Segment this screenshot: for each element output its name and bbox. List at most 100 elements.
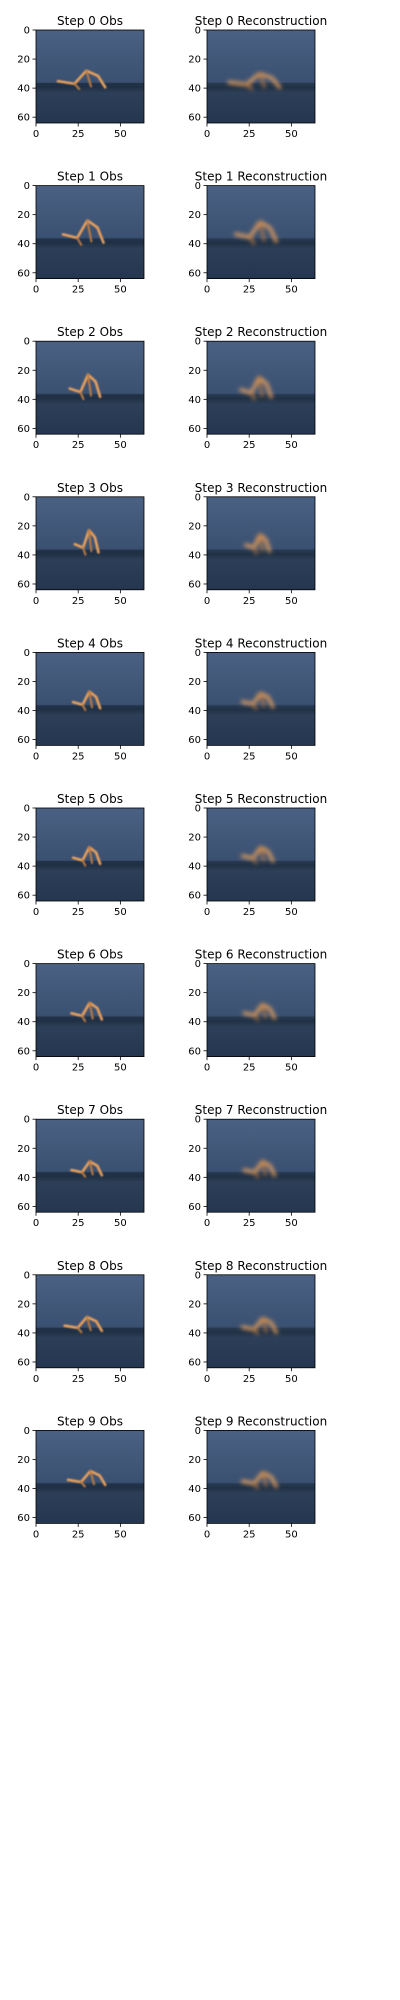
x-tick-label: 25 (243, 285, 256, 296)
axes-frame (35, 1274, 145, 1369)
axes-frame (35, 340, 145, 435)
axes-frame (206, 807, 316, 902)
observed-figure (73, 528, 100, 556)
axes-frame (35, 652, 145, 746)
x-tick-label: 50 (285, 129, 298, 140)
axes-frame (35, 185, 145, 280)
reconstructed-figure (242, 1159, 277, 1178)
x-tick-label: 25 (72, 1218, 85, 1229)
x-tick-label: 0 (204, 1218, 210, 1229)
panel-title: Step 3 Reconstruction (195, 481, 327, 495)
y-tick-label: 60 (188, 579, 201, 590)
y-tick-label: 20 (188, 1299, 201, 1310)
y-tick-label: 0 (24, 648, 30, 659)
y-tick-label: 0 (195, 492, 201, 503)
x-tick-label: 25 (243, 751, 256, 762)
axes-frame (35, 29, 145, 124)
horizon-line (36, 861, 144, 866)
axes: 0 25 50 0 20 40 60 (188, 1426, 316, 1540)
y-tick-label: 60 (17, 579, 30, 590)
y-tick-label: 60 (188, 735, 201, 746)
y-tick-label: 20 (17, 1455, 30, 1466)
observed-figure (61, 219, 105, 246)
y-tick-label: 60 (17, 1357, 30, 1368)
x-tick-label: 50 (285, 751, 298, 762)
x-tick-label: 0 (33, 285, 39, 296)
x-tick-label: 25 (72, 596, 85, 607)
reconstructed-figure (240, 691, 275, 710)
x-tick-label: 0 (33, 1063, 39, 1074)
observation-panel: Step 6 Obs 0 25 50 0 20 40 60 (17, 948, 145, 1074)
axes: 0 25 50 0 20 40 60 (17, 26, 145, 140)
y-tick-label: 20 (17, 55, 30, 66)
y-tick-label: 40 (17, 1328, 30, 1339)
y-tick-label: 20 (17, 1299, 30, 1310)
x-tick-label: 0 (204, 751, 210, 762)
observed-figure (66, 1469, 107, 1488)
y-tick-label: 60 (17, 1202, 30, 1213)
axes-frame (35, 1118, 145, 1213)
panel-title: Step 2 Obs (57, 325, 123, 339)
y-tick-label: 40 (17, 239, 30, 250)
x-tick-label: 50 (285, 1529, 298, 1540)
axes: 0 25 50 0 20 40 60 (188, 492, 316, 607)
axes: 0 25 50 0 20 40 60 (17, 492, 145, 607)
horizon-line (207, 861, 315, 866)
y-tick-label: 0 (24, 959, 30, 970)
axes: 0 25 50 0 20 40 60 (188, 1270, 316, 1385)
horizon-line (36, 705, 144, 711)
x-tick-label: 50 (114, 440, 127, 451)
y-tick-label: 60 (188, 268, 201, 279)
y-tick-label: 40 (17, 1017, 30, 1028)
horizon-line (36, 1172, 144, 1177)
y-tick-label: 20 (17, 1144, 30, 1155)
y-tick-label: 60 (17, 1046, 30, 1057)
x-tick-label: 25 (72, 1063, 85, 1074)
y-tick-label: 40 (17, 862, 30, 873)
reconstructed-figure (242, 1002, 277, 1021)
horizon-line (207, 238, 315, 244)
x-tick-label: 50 (114, 1529, 127, 1540)
observation-panel: Step 5 Obs 0 25 50 0 20 40 60 (17, 792, 145, 918)
y-tick-label: 20 (188, 988, 201, 999)
y-tick-label: 0 (195, 1270, 201, 1281)
panel-title: Step 5 Reconstruction (195, 792, 327, 806)
y-tick-label: 60 (188, 113, 201, 124)
axes: 0 25 50 0 20 40 60 (188, 804, 316, 918)
panel-title: Step 0 Obs (57, 14, 123, 28)
panel-title: Step 3 Obs (57, 481, 123, 495)
x-tick-label: 0 (33, 1374, 39, 1385)
x-tick-label: 50 (285, 596, 298, 607)
reconstructed-figure (240, 1470, 278, 1490)
observed-figure (70, 1001, 104, 1023)
axes-frame (35, 807, 145, 902)
x-tick-label: 25 (72, 907, 85, 918)
observed-figure (56, 69, 107, 91)
image-background (207, 808, 315, 901)
horizon-line (207, 1016, 315, 1022)
y-tick-label: 40 (188, 1017, 201, 1028)
y-tick-label: 40 (188, 1328, 201, 1339)
x-tick-label: 0 (204, 1374, 210, 1385)
x-tick-label: 25 (72, 751, 85, 762)
x-tick-label: 25 (243, 596, 256, 607)
panel-title: Step 4 Reconstruction (195, 636, 327, 650)
x-tick-label: 25 (243, 1529, 256, 1540)
horizon-line (36, 238, 144, 244)
y-tick-label: 0 (24, 337, 30, 348)
y-tick-label: 60 (188, 1202, 201, 1213)
reconstructed-figure (244, 532, 272, 555)
x-tick-label: 50 (114, 1374, 127, 1385)
observation-panel: Step 4 Obs 0 25 50 0 20 40 60 (17, 636, 145, 762)
horizon-line (36, 549, 144, 555)
horizon-line (207, 83, 315, 88)
axes-frame (35, 963, 145, 1057)
axes-frame (35, 1430, 145, 1524)
y-tick-label: 60 (188, 1046, 201, 1057)
y-tick-label: 20 (17, 677, 30, 688)
y-tick-label: 60 (188, 891, 201, 902)
